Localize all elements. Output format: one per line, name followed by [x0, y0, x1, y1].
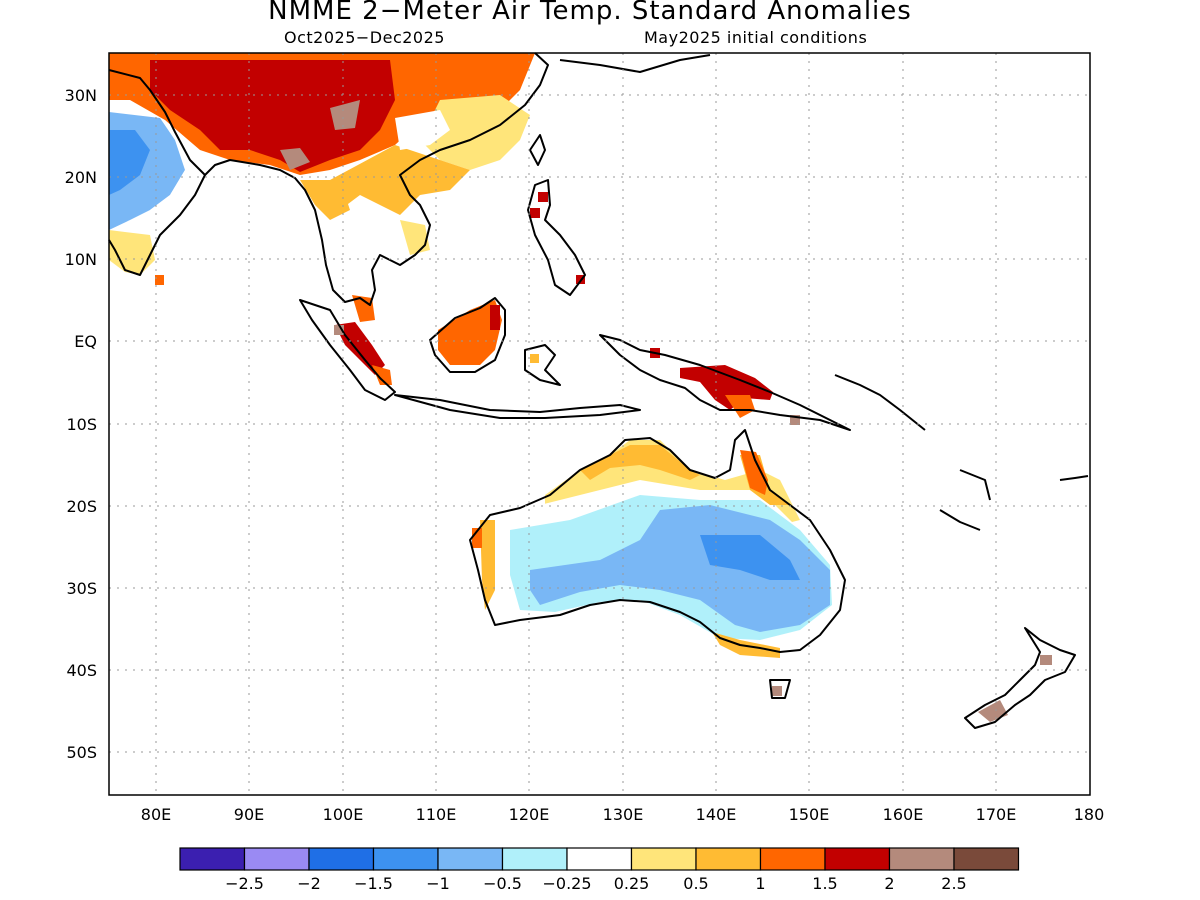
colorbar-swatch: [179, 847, 246, 871]
colorbar-swatch: [630, 847, 697, 871]
colorbar-label: 2: [884, 874, 894, 893]
longitude-labels: 80E 90E 100E 110E 120E 130E 140E 150E 16…: [141, 805, 1105, 824]
sumatra-strong-patch: [334, 325, 344, 335]
colorbar-swatch: [308, 847, 375, 871]
philippines-warm-cell: [538, 192, 548, 202]
philippines-warm-cell-2: [530, 208, 540, 218]
lon-label: 160E: [883, 805, 924, 824]
colorbar-swatches: [179, 847, 1020, 871]
latitude-labels: 30N 20N 10N EQ 10S 20S 30S 40S 50S: [65, 86, 97, 762]
australia-cooler-region: [700, 535, 800, 580]
colorbar-label: −1: [426, 874, 450, 893]
asia-very-strong-warm-patch: [280, 148, 310, 170]
colorbar-label: −2: [297, 874, 321, 893]
borneo-strong-cell: [490, 305, 500, 330]
sumatra-warm-region: [335, 322, 385, 375]
malaysia-warm-region: [352, 295, 375, 322]
plot-frame: [108, 52, 1091, 796]
colorbar-label: −0.25: [542, 874, 591, 893]
asia-warm-light-orange-region: [320, 145, 470, 215]
colorbar-swatch: [953, 847, 1020, 871]
tasmania-strong-cell: [772, 686, 782, 696]
forecast-period: Oct2025−Dec2025: [284, 28, 445, 47]
indochina-warm-region: [300, 180, 350, 220]
lat-label: 20N: [65, 168, 97, 187]
anomaly-shading: [109, 53, 1052, 722]
lon-label: 130E: [603, 805, 644, 824]
lat-label: EQ: [74, 332, 97, 351]
thailand-yellow-region: [400, 220, 430, 255]
lat-label: 30S: [66, 579, 97, 598]
colorbar-label: 0.5: [683, 874, 708, 893]
india-white-region: [150, 170, 205, 240]
colorbar: −2.5 −2 −1.5 −1 −0.5 −0.25 0.25 0.5 1 1.5 2 2.5: [179, 847, 1020, 893]
colorbar-swatch: [372, 847, 439, 871]
lon-label: 170E: [976, 805, 1017, 824]
colorbar-label: −1.5: [354, 874, 393, 893]
colorbar-label: −0.5: [483, 874, 522, 893]
lat-label: 30N: [65, 86, 97, 105]
asia-warm-yellow-region: [420, 95, 530, 170]
new-britain-cell: [790, 415, 800, 425]
lat-label: 40S: [66, 661, 97, 680]
lon-label: 80E: [141, 805, 171, 824]
lon-label: 140E: [696, 805, 737, 824]
lat-label: 10S: [66, 415, 97, 434]
initial-conditions: May2025 initial conditions: [644, 28, 868, 47]
new-guinea-strong-warm-region: [680, 365, 773, 410]
lat-label: 10N: [65, 250, 97, 269]
colorbar-label: 0.25: [614, 874, 650, 893]
lon-label: 90E: [234, 805, 264, 824]
colorbar-swatch: [888, 847, 955, 871]
australia-west-warm-edge: [480, 520, 495, 610]
india-cooler-region: [109, 130, 150, 195]
borneo-warm-region: [438, 300, 502, 365]
new-zealand-strong-warm-patch: [978, 700, 1008, 722]
colorbar-labels: −2.5 −2 −1.5 −1 −0.5 −0.25 0.25 0.5 1 1.5 2 2.5: [225, 874, 967, 893]
lon-label: 180: [1074, 805, 1105, 824]
colorbar-swatch: [437, 847, 504, 871]
colorbar-swatch: [824, 847, 891, 871]
colorbar-label: 1.5: [812, 874, 837, 893]
australia-east-orange-region: [740, 450, 768, 495]
lon-label: 110E: [416, 805, 457, 824]
asia-very-strong-warm-patch-2: [330, 100, 360, 130]
colorbar-swatch: [695, 847, 762, 871]
sumatra-warm-orange-edge: [372, 365, 392, 385]
asia-strong-warm-region: [150, 60, 395, 172]
coastlines: [108, 52, 1089, 729]
india-south-yellow-region: [109, 230, 155, 275]
colorbar-label: 1: [755, 874, 765, 893]
colorbar-swatch: [501, 847, 568, 871]
colorbar-swatch: [566, 847, 633, 871]
sulawesi-warm-cell: [530, 354, 539, 363]
lat-label: 20S: [66, 497, 97, 516]
colorbar-swatch: [759, 847, 826, 871]
australia-north-orange-edge: [580, 445, 700, 480]
lat-label: 50S: [66, 743, 97, 762]
colorbar-label: −2.5: [225, 874, 264, 893]
map-title: NMME 2−Meter Air Temp. Standard Anomalie…: [268, 0, 912, 26]
colorbar-swatch: [243, 847, 310, 871]
gridlines: [109, 53, 1090, 795]
lon-label: 150E: [789, 805, 830, 824]
asia-white-region: [395, 110, 450, 150]
new-zealand-north-patch: [1040, 655, 1052, 665]
sri-lanka-warm-cell: [155, 275, 164, 285]
colorbar-label: 2.5: [941, 874, 966, 893]
lon-label: 100E: [323, 805, 364, 824]
new-guinea-warm-orange-region: [725, 395, 755, 418]
lon-label: 120E: [509, 805, 550, 824]
